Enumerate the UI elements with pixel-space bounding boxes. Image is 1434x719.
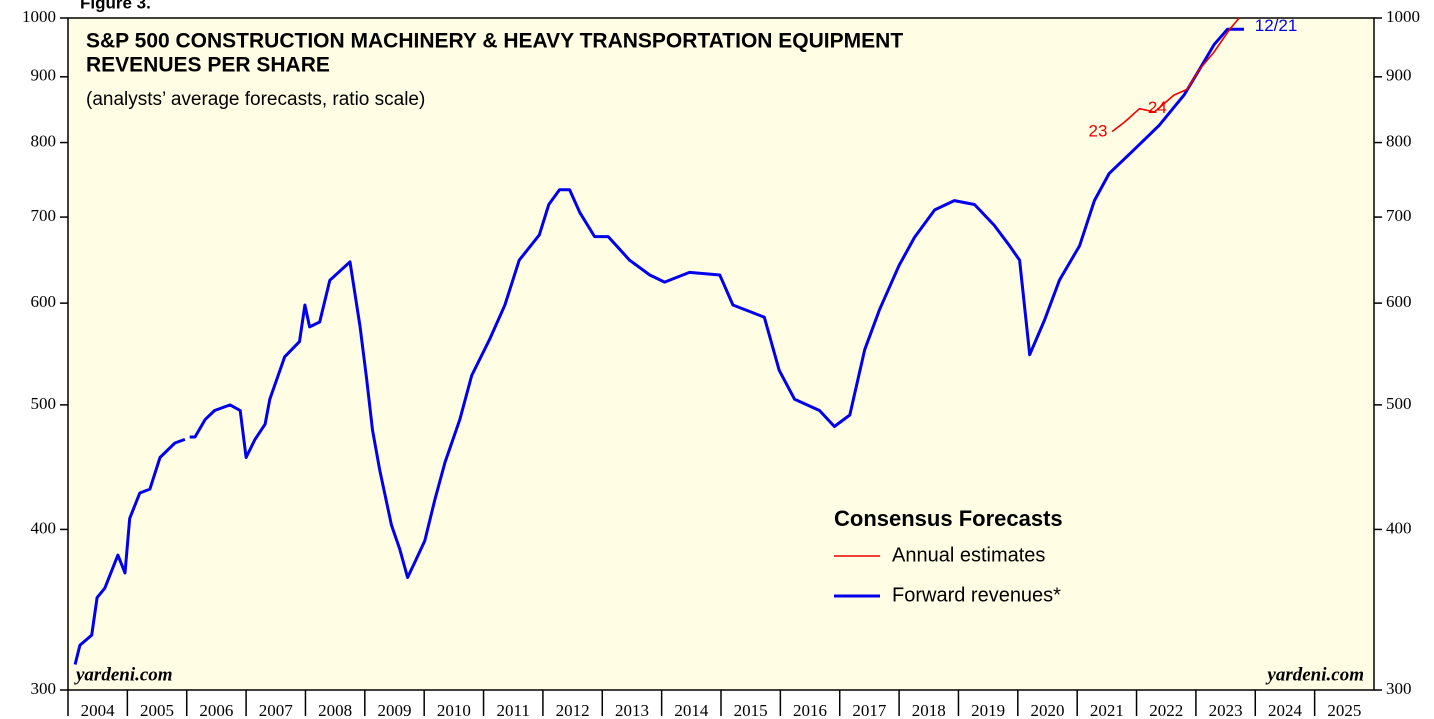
line-series bbox=[1111, 17, 1240, 133]
x-tick-label: 2013 bbox=[615, 701, 649, 719]
y2-tick-label: 900 bbox=[1386, 66, 1412, 85]
x-tick-label: 2021 bbox=[1090, 701, 1124, 719]
y2-tick-label: 1000 bbox=[1386, 7, 1420, 26]
y-tick-label: 700 bbox=[31, 206, 57, 225]
x-tick-label: 2007 bbox=[259, 701, 294, 719]
y2-tick-label: 800 bbox=[1386, 131, 1412, 150]
y-tick-label: 400 bbox=[31, 518, 57, 537]
x-tick-label: 2018 bbox=[912, 701, 946, 719]
x-tick-label: 2023 bbox=[1209, 701, 1243, 719]
y-tick-label: 900 bbox=[31, 66, 57, 85]
x-tick-label: 2009 bbox=[378, 701, 412, 719]
x-tick-label: 2014 bbox=[674, 701, 709, 719]
x-tick-label: 2024 bbox=[1268, 701, 1303, 719]
x-tick-label: 2004 bbox=[81, 701, 116, 719]
x-tick-label: 2008 bbox=[318, 701, 352, 719]
legend-label: Forward revenues* bbox=[892, 584, 1061, 606]
x-tick-label: 2016 bbox=[793, 701, 827, 719]
x-tick-label: 2011 bbox=[497, 701, 530, 719]
source: yardeni.com bbox=[1265, 664, 1364, 685]
figure-label: Figure 3. bbox=[80, 0, 151, 12]
annotation: 12/21 bbox=[1255, 16, 1298, 35]
line-series bbox=[73, 27, 1244, 665]
x-tick-label: 2019 bbox=[971, 701, 1005, 719]
x-tick-label: 2025 bbox=[1327, 701, 1361, 719]
x-tick-label: 2015 bbox=[734, 701, 768, 719]
x-tick-label: 2006 bbox=[199, 701, 233, 719]
annotation: 23 bbox=[1088, 122, 1107, 141]
y2-tick-label: 300 bbox=[1386, 679, 1412, 698]
y2-tick-label: 600 bbox=[1386, 292, 1412, 311]
x-tick-label: 2010 bbox=[437, 701, 471, 719]
annotation: 24 bbox=[1148, 98, 1167, 117]
x-tick-label: 2012 bbox=[556, 701, 590, 719]
y-tick-label: 500 bbox=[31, 394, 57, 413]
y-tick-label: 300 bbox=[31, 679, 57, 698]
y-tick-label: 800 bbox=[31, 131, 57, 150]
x-tick-label: 2017 bbox=[852, 701, 887, 719]
x-tick-label: 2020 bbox=[1031, 701, 1065, 719]
legend-title: Consensus Forecasts bbox=[834, 506, 1063, 531]
y-tick-label: 600 bbox=[31, 292, 57, 311]
source: yardeni.com bbox=[74, 664, 173, 685]
legend-label: Annual estimates bbox=[892, 544, 1045, 566]
chart-subtitle: (analysts’ average forecasts, ratio scal… bbox=[86, 89, 425, 110]
x-tick-label: 2005 bbox=[140, 701, 174, 719]
y2-tick-label: 700 bbox=[1386, 206, 1412, 225]
y-tick-label: 1000 bbox=[22, 7, 56, 26]
y2-tick-label: 400 bbox=[1386, 518, 1412, 537]
plot-area bbox=[67, 17, 1375, 691]
chart-title: S&P 500 CONSTRUCTION MACHINERY & HEAVY T… bbox=[86, 30, 903, 53]
x-tick-label: 2022 bbox=[1149, 701, 1183, 719]
y2-tick-label: 500 bbox=[1386, 394, 1412, 413]
chart-title: REVENUES PER SHARE bbox=[86, 54, 330, 77]
